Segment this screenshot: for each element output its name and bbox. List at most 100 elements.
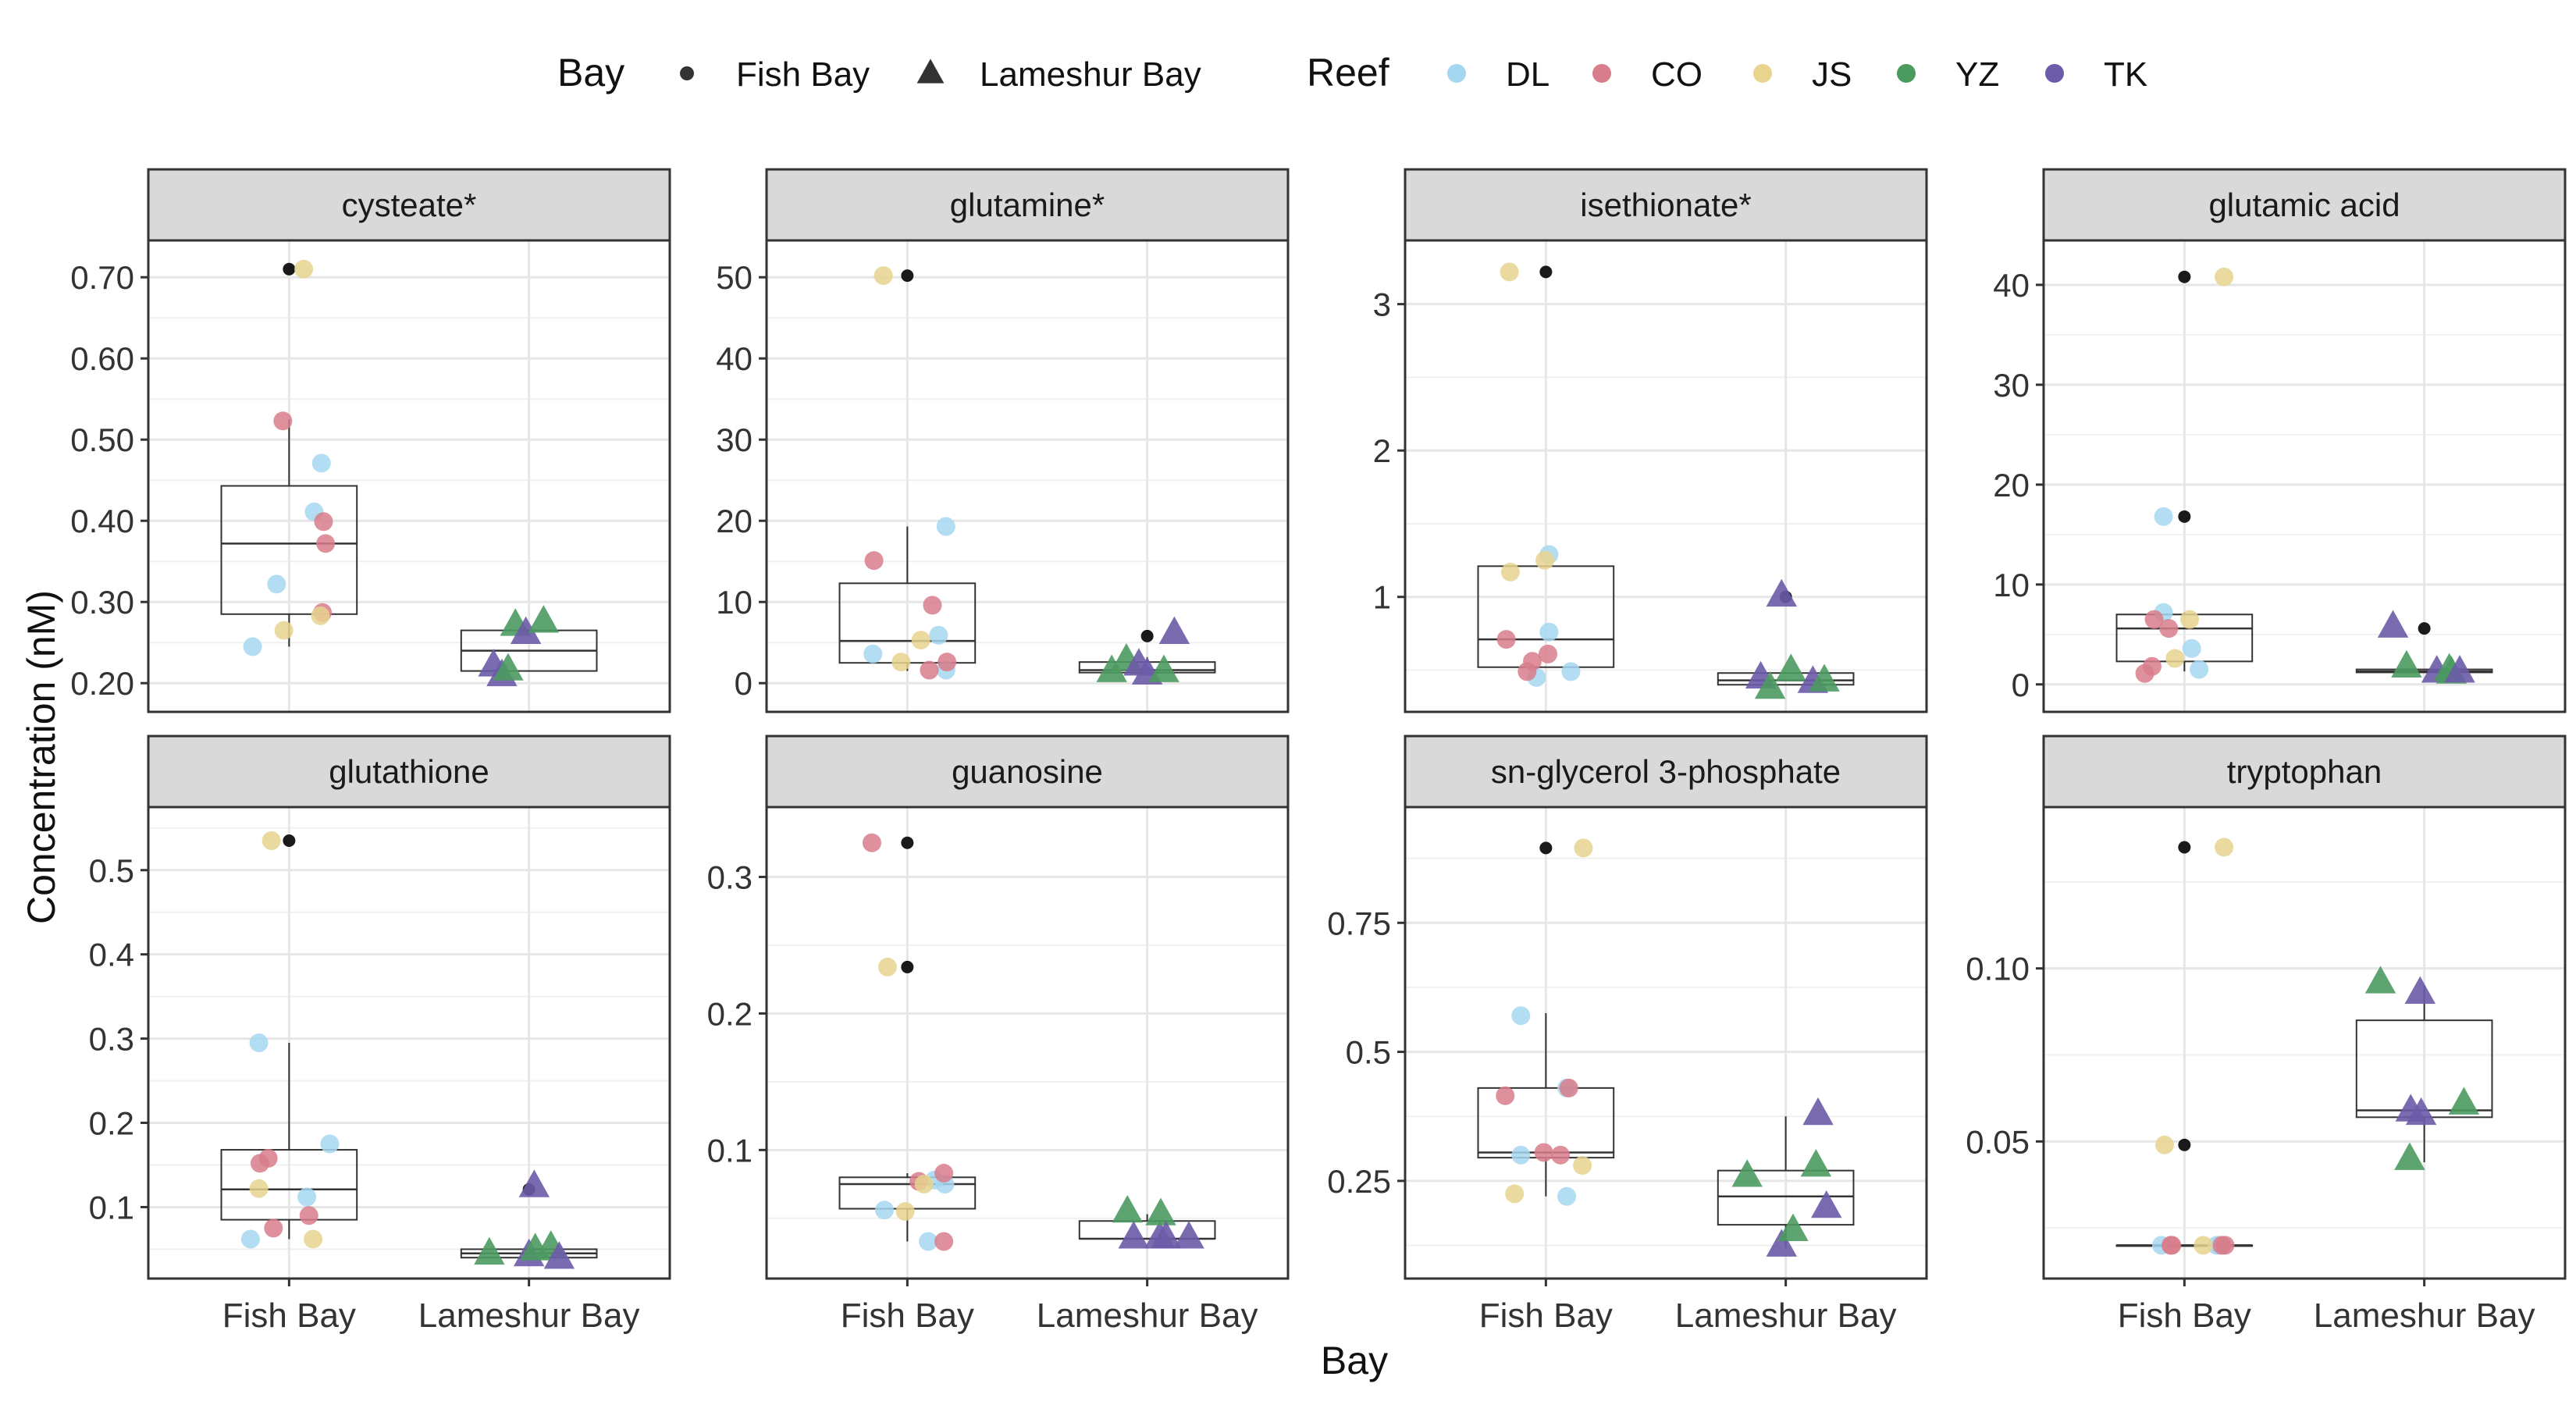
data-point-yz: [1148, 654, 1179, 682]
data-point-co: [2144, 610, 2164, 629]
data-point-dl: [2154, 507, 2173, 526]
facet-panels: cysteate*0.200.300.400.500.600.70 glutami…: [70, 168, 2567, 1335]
legend-reef-key: [1447, 64, 1466, 83]
facet-panel-sn-glycerol-3-phosphate: sn-glycerol 3-phosphate 0.25 0.5 0.75 Fish B…: [1327, 735, 1928, 1335]
data-point-co: [864, 551, 884, 571]
data-point-co: [2215, 1236, 2235, 1255]
legend-reef-key: [2045, 64, 2064, 83]
boxplot-fish-bay: [220, 1043, 358, 1240]
legend-reef-label: TK: [2104, 55, 2147, 94]
data-point-dl: [1511, 1006, 1531, 1026]
legend-bay-label: Lameshur Bay: [980, 55, 1201, 94]
y-tick-label: 0.1: [89, 1189, 134, 1225]
y-tick-label: 0.75: [1327, 905, 1391, 941]
facet-panel-glutamine: glutamine* 0 10 20 30 40 50: [716, 168, 1290, 713]
data-point-tk: [1173, 1221, 1204, 1249]
outlier-point: [1539, 841, 1553, 855]
data-point-co: [273, 411, 293, 431]
data-point-dl: [1561, 662, 1581, 681]
data-point-co: [2142, 656, 2161, 676]
legend-triangle-key: [916, 59, 945, 84]
outlier-point: [1140, 629, 1154, 642]
facet-strip: [1404, 168, 1928, 242]
facet-strip: [1404, 735, 1928, 809]
outlier-point: [2178, 841, 2191, 854]
data-point-co: [299, 1206, 318, 1225]
data-point-yz: [2448, 1087, 2480, 1115]
y-tick-label: 0.05: [1966, 1123, 2030, 1160]
facet-title: glutamic acid: [2208, 187, 2400, 223]
facet-panel-cysteate: cysteate* 0.20 0.30 0.40 0.50 0.60 0.70: [70, 168, 671, 713]
y-tick-label: 30: [716, 422, 753, 458]
outlier-point: [2418, 622, 2431, 635]
data-point-js: [1500, 562, 1520, 582]
outlier-point: [901, 269, 914, 283]
y-tick-label: 40: [716, 340, 753, 377]
panel-border: [2042, 239, 2567, 713]
panel-background: [2044, 807, 2565, 1279]
data-point-dl: [311, 454, 331, 473]
data-point-co: [862, 833, 881, 852]
facet-title: tryptophan: [2227, 753, 2382, 790]
data-point-js: [2215, 267, 2234, 286]
facet-panel-tryptophan: tryptophan 0.05 0.10 Fish Bay Lameshur Bay: [1966, 735, 2567, 1335]
data-point-co: [1534, 1143, 1553, 1162]
y-tick-label: 50: [716, 259, 753, 296]
data-point-co: [264, 1218, 283, 1238]
outlier-point: [1539, 265, 1553, 279]
data-point-tk: [2405, 1097, 2437, 1126]
data-point-dl: [243, 637, 262, 656]
x-tick-label: Lameshur Bay: [1037, 1297, 1258, 1335]
y-tick-label: 2: [1373, 432, 1391, 469]
data-point-dl: [874, 1200, 894, 1220]
data-point-co: [938, 653, 957, 672]
data-point-co: [1496, 630, 1516, 649]
data-point-co: [923, 596, 942, 615]
y-tick-label: 0.5: [1346, 1034, 1391, 1071]
data-point-js: [2165, 649, 2185, 668]
legend-reef-item-dl: DL: [1447, 55, 1550, 94]
data-point-tk: [510, 616, 542, 644]
y-tick-label: 0.2: [707, 995, 753, 1032]
y-tick-label: 1: [1373, 579, 1391, 616]
y-tick-label: 40: [1993, 267, 2030, 304]
y-tick-label: 0.1: [707, 1132, 753, 1168]
data-point-js: [2180, 610, 2200, 629]
x-tick-label: Lameshur Bay: [2314, 1297, 2535, 1335]
data-point-co: [2162, 1236, 2182, 1255]
data-point-js: [914, 1175, 934, 1194]
x-tick-label: Fish Bay: [2118, 1297, 2251, 1335]
data-point-js: [1505, 1184, 1525, 1204]
data-point-tk: [518, 1169, 550, 1197]
data-point-dl: [919, 1232, 938, 1251]
legend-reef-label: YZ: [1955, 55, 1999, 94]
box-iqr: [1717, 1169, 1855, 1226]
y-tick-label: 0.4: [89, 937, 134, 973]
facet-panel-isethionate: isethionate* 1 2 3: [1373, 168, 1928, 713]
data-point-js: [2194, 1236, 2213, 1255]
data-point-js: [311, 606, 330, 625]
y-tick-label: 0.2: [89, 1105, 134, 1142]
x-tick-label: Lameshur Bay: [1675, 1297, 1897, 1335]
facet-panel-glutathione: glutathione 0.1 0.2 0.3 0.4 0.5 Fish Bay Lamesh…: [89, 735, 671, 1335]
data-point-dl: [936, 517, 955, 536]
y-tick-label: 20: [1993, 467, 2030, 503]
panel-background: [767, 240, 1288, 712]
data-point-yz: [1096, 654, 1127, 682]
data-point-dl: [1557, 1186, 1577, 1206]
y-tick-label: 10: [1993, 567, 2030, 603]
panel-border: [2042, 806, 2567, 1280]
facet-strip: [765, 735, 1290, 809]
y-tick-label: 0.30: [70, 584, 134, 621]
y-tick-label: 0.3: [707, 859, 753, 895]
outlier-point: [901, 836, 914, 849]
data-point-yz: [1754, 670, 1786, 699]
facet-title: guanosine: [952, 753, 1103, 790]
data-point-js: [1500, 262, 1519, 282]
legend-reef-key: [1592, 64, 1611, 83]
panel-background: [148, 240, 670, 712]
y-tick-label: 30: [1993, 367, 2030, 404]
data-point-yz: [1112, 1194, 1143, 1223]
data-point-co: [314, 512, 333, 532]
